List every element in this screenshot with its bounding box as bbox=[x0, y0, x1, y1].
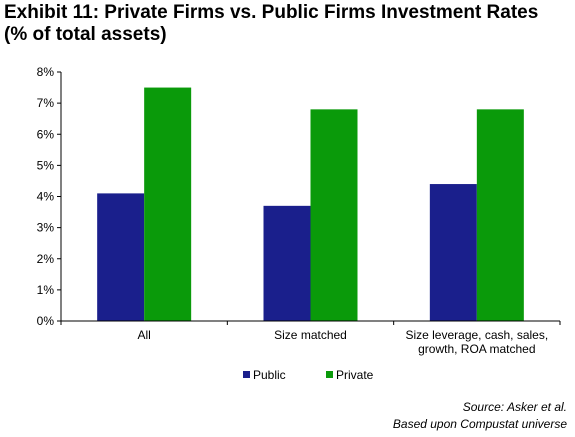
legend: Public Private bbox=[243, 368, 374, 382]
legend-label-public: Public bbox=[253, 368, 286, 382]
y-tick-label: 5% bbox=[37, 158, 55, 172]
bar-public-0 bbox=[97, 193, 145, 321]
source-universe-note: Based upon Compustat universe bbox=[392, 417, 567, 431]
bar-private-1 bbox=[310, 109, 358, 321]
y-tick-label: 6% bbox=[37, 127, 55, 141]
legend-swatch-public bbox=[243, 371, 250, 378]
y-tick-label: 7% bbox=[37, 96, 55, 110]
legend-label-private: Private bbox=[336, 368, 374, 382]
bar-public-2 bbox=[429, 184, 477, 321]
source-note: Source: Asker et al. bbox=[462, 400, 567, 414]
x-tick-label: All bbox=[137, 328, 150, 342]
y-tick-label: 8% bbox=[37, 65, 55, 79]
y-tick-label: 2% bbox=[37, 252, 55, 266]
bars-layer bbox=[97, 87, 524, 321]
chart-title-line1: Exhibit 11: Private Firms vs. Public Fir… bbox=[4, 2, 539, 23]
x-tick-label: growth, ROA matched bbox=[418, 342, 535, 356]
x-tick-label: Size matched bbox=[274, 328, 347, 342]
x-tick-label: Size leverage, cash, sales, bbox=[405, 328, 548, 342]
chart-title: Exhibit 11: Private Firms vs. Public Fir… bbox=[4, 2, 569, 46]
y-tick-label: 1% bbox=[37, 283, 55, 297]
axis-layer: 0% 1% 2% 3% 4% 5% 6% 7% 8% All Size matched Size le… bbox=[37, 65, 561, 356]
bar-private-0 bbox=[144, 87, 192, 321]
y-tick-label: 0% bbox=[37, 314, 55, 328]
bar-public-1 bbox=[263, 205, 311, 321]
bar-private-2 bbox=[476, 109, 524, 321]
legend-swatch-private bbox=[326, 371, 333, 378]
y-tick-label: 4% bbox=[37, 190, 55, 204]
chart-title-line2: (% of total assets) bbox=[4, 24, 167, 45]
y-tick-label: 3% bbox=[37, 221, 55, 235]
